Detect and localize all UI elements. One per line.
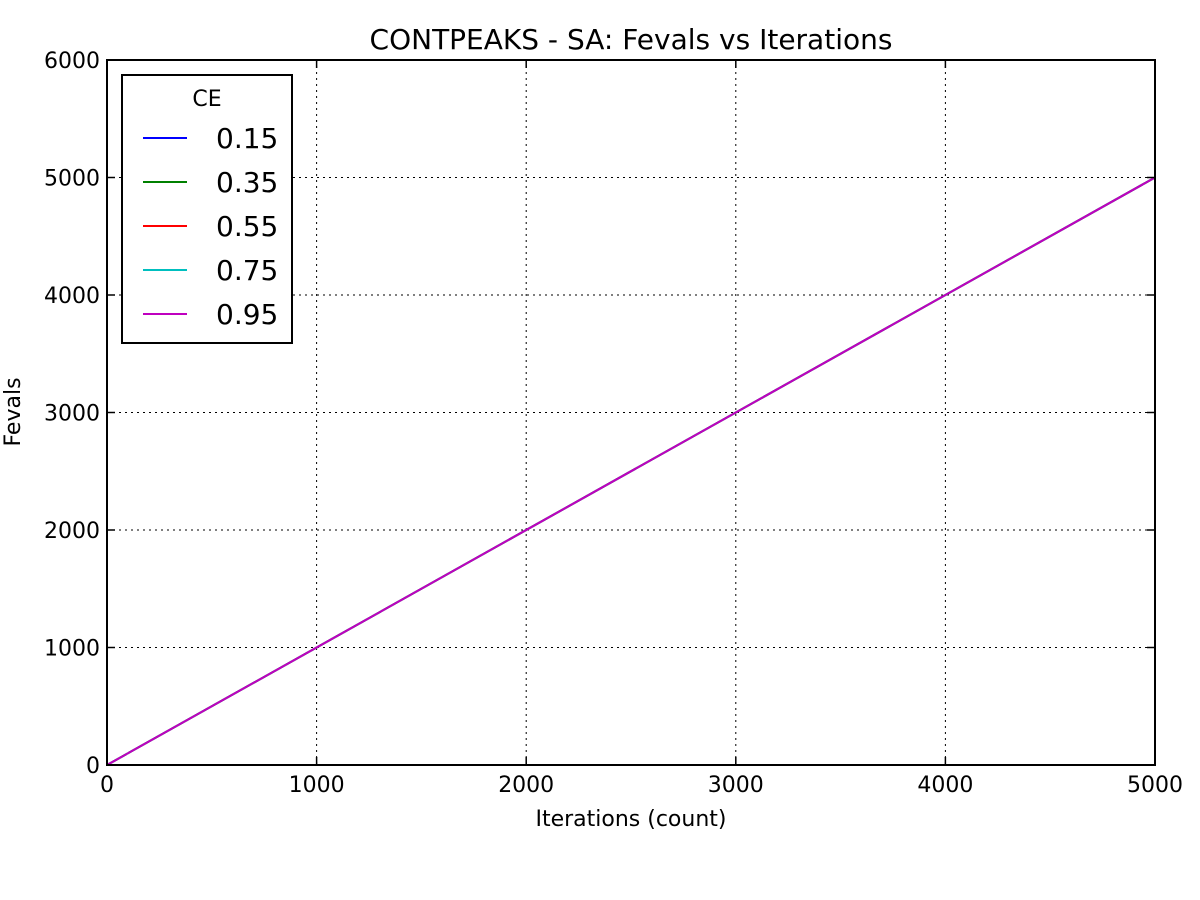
x-tick-label: 0 (100, 773, 114, 798)
series-line-0.95 (106, 176, 1156, 766)
legend-label-0.15: 0.15 (216, 122, 278, 155)
y-tick-label: 5000 (44, 167, 100, 192)
legend: CE 0.15 0.35 0.55 0.75 0.95 (121, 74, 293, 344)
legend-box (121, 74, 293, 344)
y-tick-label: 0 (86, 754, 100, 779)
chart-title: CONTPEAKS - SA: Fevals vs Iterations (370, 23, 893, 56)
legend-items: 0.15 0.35 0.55 0.75 0.95 (143, 122, 278, 331)
x-tick-label: 4000 (917, 773, 973, 798)
x-tick-label: 1000 (289, 773, 345, 798)
y-tick-label: 2000 (44, 519, 100, 544)
y-tick-label: 1000 (44, 637, 100, 662)
x-tick-label: 5000 (1127, 773, 1183, 798)
legend-label-0.95: 0.95 (216, 298, 278, 331)
legend-label-0.35: 0.35 (216, 166, 278, 199)
x-tick-label: 2000 (498, 773, 554, 798)
legend-label-0.75: 0.75 (216, 254, 278, 287)
ticks: 0 1000 2000 3000 4000 5000 0 1000 2000 3000 4000 50… (44, 49, 1183, 798)
x-axis-title: Iterations (count) (535, 807, 726, 832)
x-tick-label: 3000 (708, 773, 764, 798)
y-axis-title: Fevals (1, 377, 26, 446)
legend-title: CE (192, 87, 221, 112)
y-tick-label: 6000 (44, 49, 100, 74)
series-layer (106, 176, 1156, 766)
legend-label-0.55: 0.55 (216, 210, 278, 243)
y-tick-label: 3000 (44, 402, 100, 427)
y-tick-label: 4000 (44, 284, 100, 309)
